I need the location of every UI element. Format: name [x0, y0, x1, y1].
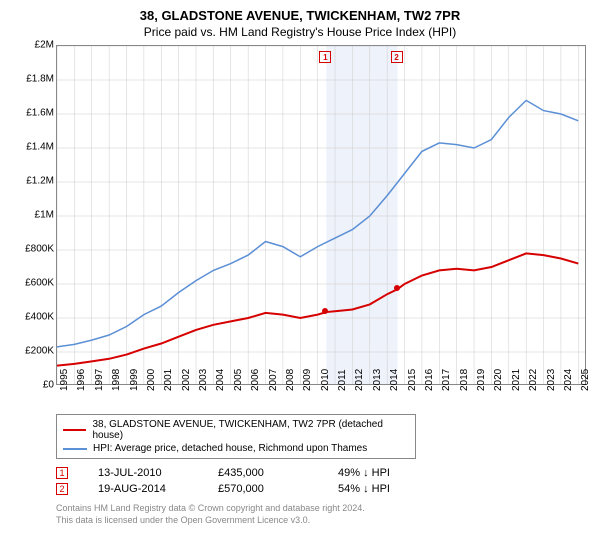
- sale-marker-2: 2: [391, 51, 403, 63]
- x-tick-label: 2021: [511, 369, 522, 391]
- x-tick-label: 2000: [146, 369, 157, 391]
- sale-dot: [394, 285, 400, 291]
- sale-row: 1 13-JUL-2010£435,00049% ↓ HPI: [56, 465, 588, 481]
- date-band: [326, 46, 397, 385]
- x-tick-label: 2012: [354, 369, 365, 391]
- x-tick-label: 2015: [407, 369, 418, 391]
- chart-subtitle: Price paid vs. HM Land Registry's House …: [12, 25, 588, 39]
- x-tick-label: 1999: [129, 369, 140, 391]
- y-tick-label: £1.6M: [26, 108, 54, 119]
- y-tick-label: £1M: [35, 210, 54, 221]
- y-tick-label: £1.2M: [26, 176, 54, 187]
- y-tick-label: £800K: [25, 244, 54, 255]
- legend-row-hpi: HPI: Average price, detached house, Rich…: [63, 442, 409, 455]
- x-tick-label: 1997: [94, 369, 105, 391]
- x-tick-label: 2010: [320, 369, 331, 391]
- y-tick-label: £0: [43, 380, 54, 391]
- sale-delta: 49% ↓ HPI: [338, 467, 458, 479]
- x-tick-label: 2007: [268, 369, 279, 391]
- y-tick-label: £600K: [25, 278, 54, 289]
- sale-marker-1: 1: [319, 51, 331, 63]
- sale-row: 2 19-AUG-2014£570,00054% ↓ HPI: [56, 481, 588, 497]
- footer-line1: Contains HM Land Registry data © Crown c…: [56, 503, 588, 515]
- x-tick-label: 2025: [580, 369, 591, 391]
- x-tick-label: 1998: [111, 369, 122, 391]
- x-tick-label: 2002: [181, 369, 192, 391]
- x-tick-label: 1995: [59, 369, 70, 391]
- y-tick-label: £400K: [25, 312, 54, 323]
- x-tick-label: 2003: [198, 369, 209, 391]
- x-tick-label: 2020: [493, 369, 504, 391]
- legend-label: HPI: Average price, detached house, Rich…: [93, 443, 367, 454]
- x-tick-label: 2016: [424, 369, 435, 391]
- sale-price: £570,000: [218, 483, 338, 495]
- legend-swatch: [63, 429, 86, 431]
- x-tick-label: 2008: [285, 369, 296, 391]
- chart-area: £0 £200K £400K £600K £800K £1M £1.2M £1.4M £1.6M…: [12, 45, 588, 410]
- sale-delta: 54% ↓ HPI: [338, 483, 458, 495]
- plot-svg: [56, 45, 586, 385]
- x-tick-label: 2018: [459, 369, 470, 391]
- x-tick-label: 2006: [250, 369, 261, 391]
- x-tick-label: 2009: [302, 369, 313, 391]
- x-tick-label: 2014: [389, 369, 400, 391]
- x-tick-label: 2022: [528, 369, 539, 391]
- x-tick-label: 2005: [233, 369, 244, 391]
- x-tick-label: 2011: [337, 369, 348, 391]
- legend-row-property: 38, GLADSTONE AVENUE, TWICKENHAM, TW2 7P…: [63, 418, 409, 442]
- footer-line2: This data is licensed under the Open Gov…: [56, 515, 588, 527]
- y-tick-label: £1.4M: [26, 142, 54, 153]
- y-tick-label: £200K: [25, 346, 54, 357]
- legend: 38, GLADSTONE AVENUE, TWICKENHAM, TW2 7P…: [56, 414, 416, 459]
- sale-price: £435,000: [218, 467, 338, 479]
- x-tick-label: 2001: [163, 369, 174, 391]
- chart-container: 38, GLADSTONE AVENUE, TWICKENHAM, TW2 7P…: [0, 0, 600, 560]
- chart-title: 38, GLADSTONE AVENUE, TWICKENHAM, TW2 7P…: [12, 8, 588, 23]
- x-tick-label: 2004: [215, 369, 226, 391]
- sale-dot: [322, 308, 328, 314]
- y-tick-label: £1.8M: [26, 74, 54, 85]
- sale-date: 19-AUG-2014: [98, 483, 218, 495]
- legend-swatch: [63, 448, 87, 450]
- x-tick-label: 2023: [546, 369, 557, 391]
- x-tick-label: 2024: [563, 369, 574, 391]
- legend-label: 38, GLADSTONE AVENUE, TWICKENHAM, TW2 7P…: [92, 419, 409, 441]
- x-tick-label: 2019: [476, 369, 487, 391]
- footer-text: Contains HM Land Registry data © Crown c…: [56, 503, 588, 526]
- y-tick-label: £2M: [35, 40, 54, 51]
- sale-row-marker: 2: [56, 483, 68, 495]
- sale-date: 13-JUL-2010: [98, 467, 218, 479]
- sale-row-marker: 1: [56, 467, 68, 479]
- x-tick-label: 2013: [372, 369, 383, 391]
- x-tick-label: 1996: [76, 369, 87, 391]
- sales-table: 1 13-JUL-2010£435,00049% ↓ HPI 2 19-AUG-201…: [56, 465, 588, 497]
- x-tick-label: 2017: [441, 369, 452, 391]
